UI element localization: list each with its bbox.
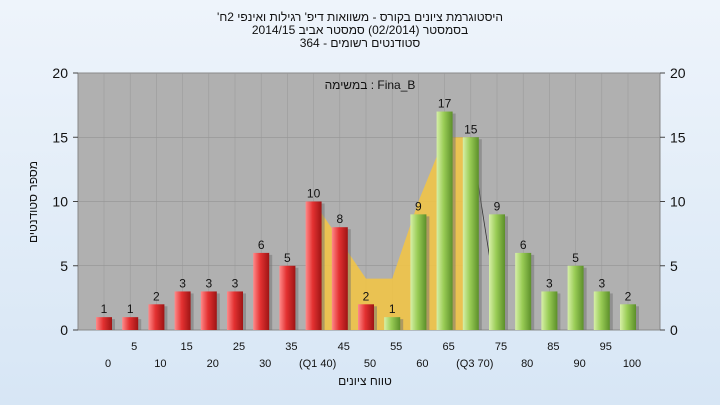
plot-annotation: במשימה : Fina_B bbox=[325, 78, 416, 92]
bar-value-label: 3 bbox=[598, 276, 605, 290]
x-tick-label: 100 bbox=[623, 358, 641, 370]
y-tick-label-left: 20 bbox=[52, 65, 68, 81]
bar bbox=[174, 291, 191, 330]
title-line-1: 'היסטוגרמת ציונים בקורס - משוואות דיפ' ר… bbox=[217, 10, 503, 24]
x-tick-label: (Q3 70) bbox=[456, 358, 493, 370]
x-tick-label: 80 bbox=[521, 358, 533, 370]
bar-value-label: 2 bbox=[625, 289, 632, 303]
bar bbox=[541, 291, 558, 330]
bar bbox=[96, 317, 112, 330]
bar bbox=[331, 227, 348, 330]
chart-title: 'היסטוגרמת ציונים בקורס - משוואות דיפ' ר… bbox=[0, 11, 720, 50]
x-tick-label: 75 bbox=[495, 341, 507, 353]
bar-value-label: 1 bbox=[389, 302, 396, 316]
bar bbox=[227, 291, 243, 330]
x-tick-label: 65 bbox=[442, 341, 454, 353]
y-tick-label-left: 10 bbox=[52, 194, 68, 210]
bar-value-label: 1 bbox=[127, 302, 134, 316]
bar bbox=[620, 304, 636, 330]
x-tick-label: 20 bbox=[207, 358, 219, 370]
y-axis-label: מספר סטודנטים bbox=[26, 160, 40, 244]
interquartile-area bbox=[313, 137, 471, 330]
y-tick-label-left: 15 bbox=[52, 129, 68, 145]
bar-value-label: 1 bbox=[101, 302, 108, 316]
title-line-3: סטודנטים רשומים - 364 bbox=[299, 36, 421, 50]
bar bbox=[515, 252, 532, 330]
bar-value-label: 5 bbox=[572, 251, 579, 265]
bar-value-label: 17 bbox=[438, 97, 452, 111]
bar bbox=[567, 265, 584, 330]
bar-value-label: 3 bbox=[546, 276, 553, 290]
bar-value-label: 5 bbox=[284, 251, 291, 265]
bar-value-label: 10 bbox=[307, 187, 321, 201]
bar bbox=[593, 291, 610, 330]
y-tick-label-left: 5 bbox=[60, 258, 68, 274]
title-line-2: בסמסטר (02/2014) סמסטר אביב 2014/15 bbox=[251, 23, 469, 37]
bar-value-label: 2 bbox=[363, 289, 370, 303]
x-tick-label: 90 bbox=[573, 358, 585, 370]
x-tick-label: (Q1 40) bbox=[299, 358, 336, 370]
x-tick-label: 15 bbox=[180, 341, 192, 353]
bar bbox=[410, 214, 427, 330]
x-tick-label: 30 bbox=[259, 358, 271, 370]
bar bbox=[253, 252, 270, 330]
bar bbox=[305, 201, 322, 330]
bar bbox=[462, 137, 479, 330]
bar bbox=[436, 111, 453, 330]
bar bbox=[279, 265, 296, 330]
bar bbox=[384, 317, 401, 330]
bar-value-label: 9 bbox=[415, 199, 422, 213]
x-tick-label: 5 bbox=[131, 341, 137, 353]
x-tick-label: 50 bbox=[364, 358, 376, 370]
bar-value-label: 3 bbox=[232, 276, 239, 290]
bar-value-label: 6 bbox=[520, 238, 527, 252]
x-tick-label: 45 bbox=[338, 341, 350, 353]
bar bbox=[200, 291, 217, 330]
x-tick-label: 95 bbox=[600, 341, 612, 353]
bar-value-label: 15 bbox=[464, 122, 478, 136]
x-tick-label: 85 bbox=[547, 341, 559, 353]
x-tick-label: 0 bbox=[105, 358, 111, 370]
x-tick-label: 55 bbox=[390, 341, 402, 353]
bar bbox=[122, 317, 139, 330]
y-tick-label-right: 15 bbox=[670, 129, 686, 145]
x-tick-label: 10 bbox=[154, 358, 166, 370]
bar-value-label: 3 bbox=[179, 276, 186, 290]
bar-value-label: 8 bbox=[336, 212, 343, 226]
bar bbox=[358, 304, 374, 330]
y-tick-label-right: 5 bbox=[670, 258, 678, 274]
y-tick-label-right: 0 bbox=[670, 322, 678, 338]
bar bbox=[148, 304, 165, 330]
y-tick-label-left: 0 bbox=[60, 322, 68, 338]
x-tick-label: 60 bbox=[416, 358, 428, 370]
x-tick-label: 25 bbox=[233, 341, 245, 353]
bar-value-label: 9 bbox=[494, 199, 501, 213]
y-tick-label-right: 10 bbox=[670, 194, 686, 210]
y-tick-label-right: 20 bbox=[670, 65, 686, 81]
x-axis-label: טווח ציונים bbox=[338, 374, 392, 388]
bar bbox=[489, 214, 505, 330]
bar-value-label: 6 bbox=[258, 238, 265, 252]
x-tick-label: 35 bbox=[285, 341, 297, 353]
bar-value-label: 3 bbox=[205, 276, 212, 290]
bar-value-label: 2 bbox=[153, 289, 160, 303]
